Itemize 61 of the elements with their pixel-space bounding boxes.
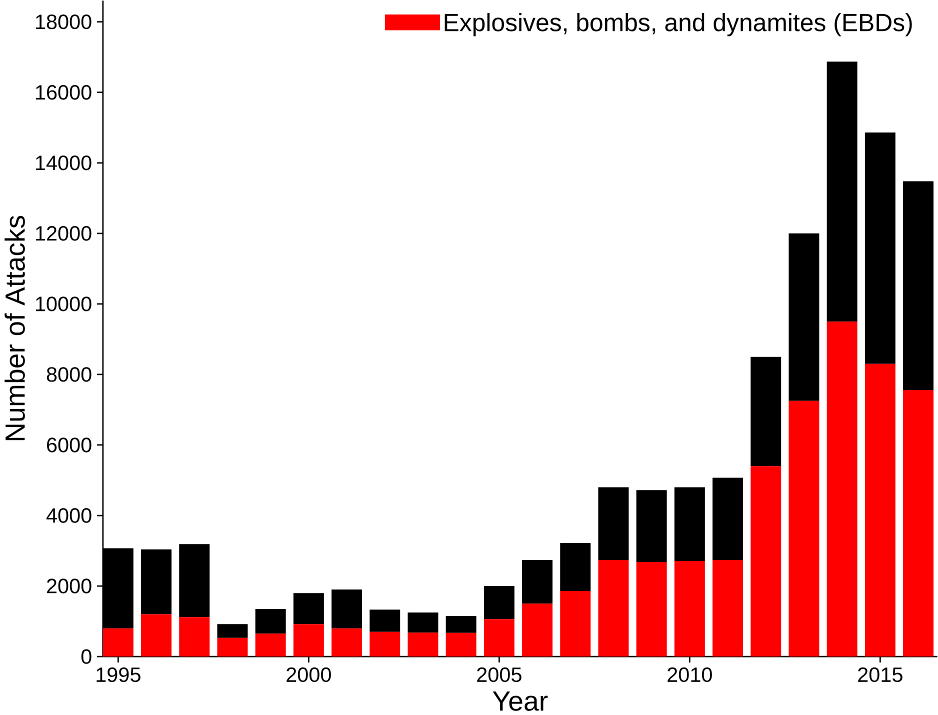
bar (217, 624, 248, 638)
y-tick-label: 12000 (36, 226, 92, 241)
y-tick-label: 16000 (36, 84, 92, 100)
bar (332, 628, 362, 656)
y-tick-label: 10000 (36, 296, 92, 312)
bar (255, 633, 286, 656)
bar (712, 478, 744, 560)
bar (408, 612, 438, 632)
y-axis-title: Number of Attacks (4, 216, 25, 440)
y-tick-label: 18000 (36, 14, 92, 29)
x-tick-label: 2000 (286, 667, 331, 682)
bar (674, 560, 705, 656)
bar (903, 180, 934, 390)
bar (750, 356, 782, 466)
bar (788, 233, 820, 401)
bar (141, 614, 172, 656)
bar (217, 638, 248, 656)
bar (179, 544, 210, 617)
bar (179, 616, 210, 656)
x-tick-label: 1995 (96, 667, 140, 682)
x-tick-label: 2005 (477, 667, 522, 682)
y-tick-label: 6000 (47, 437, 92, 452)
bar (598, 560, 629, 656)
bar (788, 400, 820, 656)
bar (522, 560, 553, 604)
bar (598, 487, 629, 560)
y-tick-label: 14000 (36, 155, 92, 170)
bar (255, 608, 286, 634)
x-axis-title: Year (492, 691, 548, 711)
y-tick-label: 4000 (46, 508, 92, 523)
bar (674, 487, 705, 561)
bar (408, 632, 438, 656)
bar (522, 603, 553, 656)
bar (332, 589, 362, 628)
bar (636, 562, 667, 656)
x-tick-label: 2015 (858, 667, 902, 682)
bar (446, 632, 476, 656)
bar (141, 549, 172, 614)
bar (370, 609, 400, 632)
bar (864, 132, 896, 364)
bar (826, 321, 858, 656)
legend-label: Explosives, bombs, and dynamites (EBDs) (444, 12, 912, 36)
bar (712, 560, 744, 656)
bar (750, 466, 782, 656)
y-tick-label: 2000 (47, 578, 92, 594)
bar (864, 364, 896, 656)
bar (560, 590, 591, 656)
y-tick-label: 8000 (46, 366, 92, 382)
bar (293, 624, 324, 656)
bar (560, 542, 591, 591)
bar (484, 618, 514, 656)
x-tick-label: 2010 (668, 667, 712, 682)
bar (102, 628, 134, 656)
bar (446, 616, 476, 633)
bar (370, 632, 400, 656)
bar (484, 586, 514, 619)
y-tick-label: 0 (81, 648, 92, 664)
bar (293, 592, 324, 624)
bar (636, 490, 667, 562)
bar (826, 61, 858, 322)
bar (903, 390, 934, 656)
